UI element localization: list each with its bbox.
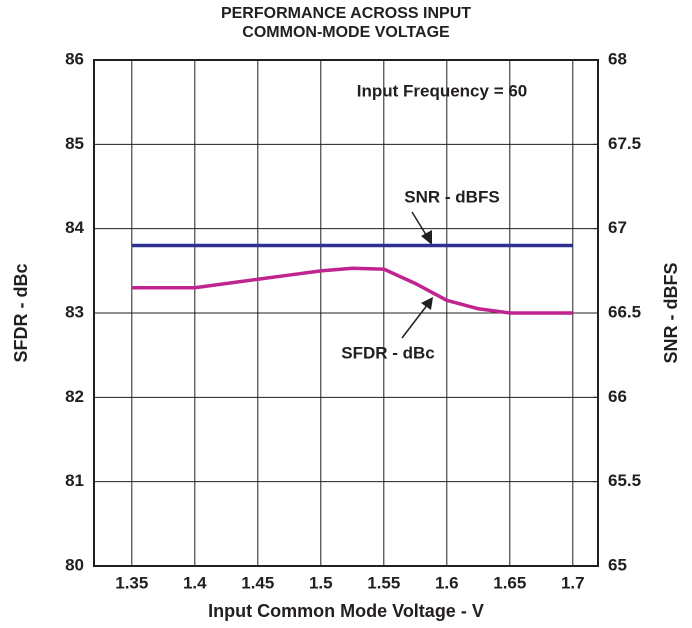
- arrow-head: [421, 297, 433, 310]
- x-tick-label: 1.5: [309, 573, 333, 592]
- y2-tick-label: 66.5: [608, 302, 641, 321]
- y-tick-label: 85: [65, 134, 84, 153]
- x-tick-label: 1.55: [367, 573, 400, 592]
- chart-title: PERFORMANCE ACROSS INPUT: [221, 5, 471, 22]
- chart-title: COMMON-MODE VOLTAGE: [242, 24, 450, 41]
- x-tick-label: 1.6: [435, 573, 459, 592]
- x-tick-label: 1.35: [115, 573, 148, 592]
- x-tick-label: 1.45: [241, 573, 274, 592]
- arrow: [401, 303, 429, 339]
- y2-tick-label: 68: [608, 49, 627, 68]
- series-line: [131, 266, 573, 315]
- y-axis-label: SFDR - dBc: [11, 264, 31, 363]
- x-axis-label: Input Common Mode Voltage - V: [208, 601, 484, 621]
- x-tick-label: 1.65: [493, 573, 526, 592]
- y-tick-label: 86: [65, 49, 84, 68]
- y2-tick-label: 66: [608, 387, 627, 406]
- y2-tick-label: 67.5: [608, 134, 641, 153]
- y-tick-label: 83: [65, 302, 84, 321]
- annotation: SFDR - dBc: [341, 343, 435, 362]
- plot-frame: [93, 59, 599, 567]
- y-tick-label: 81: [65, 471, 84, 490]
- annotation: Input Frequency = 60: [357, 81, 528, 100]
- y-tick-label: 82: [65, 387, 84, 406]
- x-tick-label: 1.7: [561, 573, 585, 592]
- x-tick-label: 1.4: [183, 573, 207, 592]
- y2-tick-label: 65.5: [608, 471, 641, 490]
- y2-tick-label: 65: [608, 555, 627, 574]
- annotation: SNR - dBFS: [404, 187, 499, 206]
- y2-tick-label: 67: [608, 218, 627, 237]
- y-tick-label: 84: [65, 218, 84, 237]
- arrow-head: [421, 230, 432, 245]
- y-tick-label: 80: [65, 555, 84, 574]
- y2-axis-label: SNR - dBFS: [661, 263, 681, 364]
